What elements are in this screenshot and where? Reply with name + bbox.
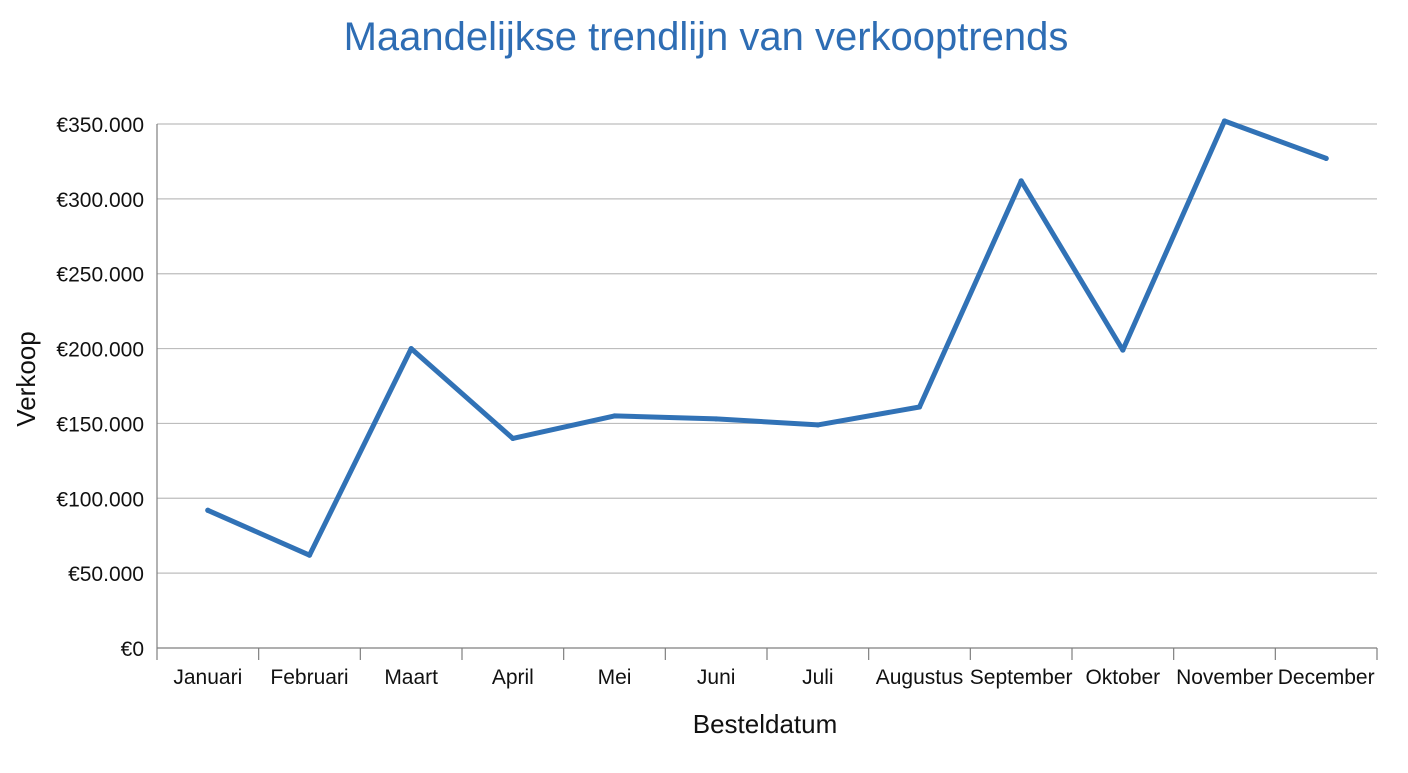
x-tick-label: April [492,666,534,689]
data-point [1323,155,1329,162]
data-point [306,552,313,558]
x-axis-label: Besteldatum [693,709,838,739]
x-tick-label: Februari [270,666,348,689]
data-point [1120,347,1126,353]
data-point [510,435,516,441]
x-tick-label: Mei [598,666,632,689]
x-tick-label: Januari [173,666,242,689]
x-tick-label: November [1176,666,1273,689]
x-tick-labels: Januari Februari Maart April Mei Juni Juli Augu… [173,666,1374,689]
y-tick-label: €250.000 [56,264,144,287]
x-tick-label: September [970,666,1073,689]
data-point [205,507,211,513]
x-tick-label: December [1278,666,1375,689]
y-tick-label: €0 [121,638,144,661]
data-point [815,422,821,428]
data-point [408,345,414,352]
y-tick-label: €350.000 [56,114,144,137]
chart-title: Maandelijkse trendlijn van verkooptrends [344,15,1069,59]
axes [156,124,1378,660]
y-tick-label: €50.000 [68,563,144,586]
y-tick-labels: €0 €50.000 €100.000 €150.000 €200.000 €250.00… [56,114,144,661]
y-tick-label: €200.000 [56,339,144,362]
x-tick-label: Oktober [1085,666,1160,689]
series-line [205,118,1329,558]
x-tick-label: Juni [697,666,736,689]
data-point [1018,178,1024,184]
series-layer [205,118,1329,558]
y-axis-label: Verkoop [11,331,41,426]
data-point [1221,118,1228,124]
data-point [713,416,719,422]
y-tick-label: €100.000 [56,488,144,511]
x-tick-label: Augustus [876,666,964,689]
y-tick-label: €300.000 [56,189,144,212]
y-tick-label: €150.000 [56,413,144,436]
x-tick-label: Maart [384,666,438,689]
data-point [916,404,923,410]
data-point [611,413,618,419]
x-tick-label: Juli [802,666,834,689]
